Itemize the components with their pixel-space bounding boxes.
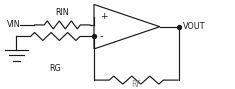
Text: RF: RF (131, 80, 141, 89)
Text: VOUT: VOUT (183, 22, 206, 31)
Text: -: - (100, 32, 104, 41)
Text: +: + (100, 12, 107, 21)
Text: RIN: RIN (55, 8, 69, 17)
Text: RG: RG (49, 64, 61, 73)
Text: VIN: VIN (7, 20, 21, 29)
